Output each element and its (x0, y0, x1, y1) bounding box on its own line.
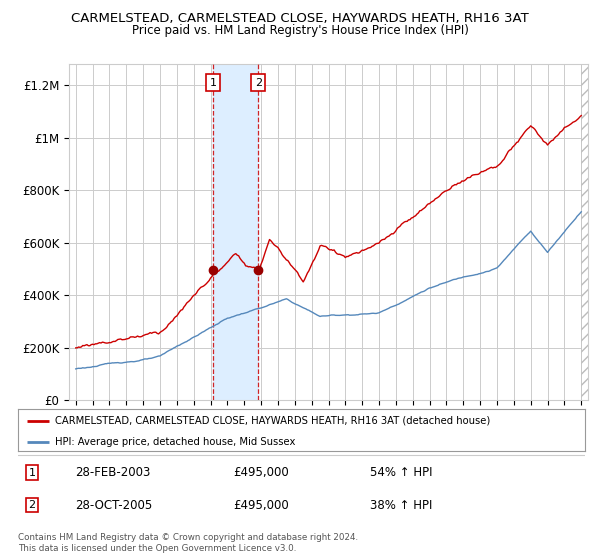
Text: HPI: Average price, detached house, Mid Sussex: HPI: Average price, detached house, Mid … (55, 437, 295, 446)
Text: £495,000: £495,000 (233, 498, 289, 511)
Text: 1: 1 (29, 468, 35, 478)
Text: 28-FEB-2003: 28-FEB-2003 (75, 466, 150, 479)
Text: 28-OCT-2005: 28-OCT-2005 (75, 498, 152, 511)
Text: Contains HM Land Registry data © Crown copyright and database right 2024.
This d: Contains HM Land Registry data © Crown c… (18, 533, 358, 553)
Text: CARMELSTEAD, CARMELSTEAD CLOSE, HAYWARDS HEATH, RH16 3AT (detached house): CARMELSTEAD, CARMELSTEAD CLOSE, HAYWARDS… (55, 416, 490, 426)
Bar (213, 64, 258, 400)
Text: 1: 1 (209, 78, 217, 88)
Text: 2: 2 (29, 500, 36, 510)
Text: CARMELSTEAD, CARMELSTEAD CLOSE, HAYWARDS HEATH, RH16 3AT: CARMELSTEAD, CARMELSTEAD CLOSE, HAYWARDS… (71, 12, 529, 25)
Bar (581, 64, 588, 400)
Text: Price paid vs. HM Land Registry's House Price Index (HPI): Price paid vs. HM Land Registry's House … (131, 24, 469, 36)
Text: £495,000: £495,000 (233, 466, 289, 479)
Text: 2: 2 (254, 78, 262, 88)
Text: 38% ↑ HPI: 38% ↑ HPI (370, 498, 432, 511)
Text: 54% ↑ HPI: 54% ↑ HPI (370, 466, 432, 479)
